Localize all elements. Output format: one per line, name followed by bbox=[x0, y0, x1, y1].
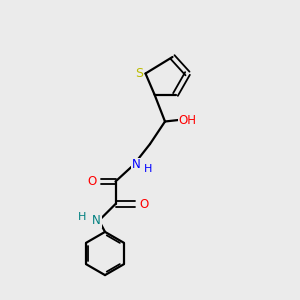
Text: OH: OH bbox=[178, 113, 196, 127]
Text: N: N bbox=[131, 158, 140, 172]
Text: O: O bbox=[140, 197, 148, 211]
Text: N: N bbox=[92, 214, 101, 227]
Text: H: H bbox=[144, 164, 153, 175]
Text: O: O bbox=[87, 175, 96, 188]
Text: S: S bbox=[135, 67, 143, 80]
Text: H: H bbox=[78, 212, 87, 223]
